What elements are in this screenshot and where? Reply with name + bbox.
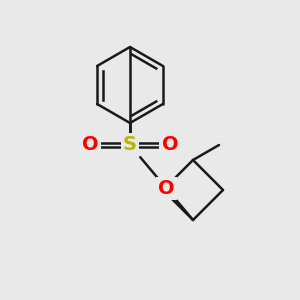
Text: O: O — [82, 136, 98, 154]
Text: O: O — [158, 179, 175, 198]
Text: S: S — [123, 136, 137, 154]
Text: O: O — [162, 136, 178, 154]
